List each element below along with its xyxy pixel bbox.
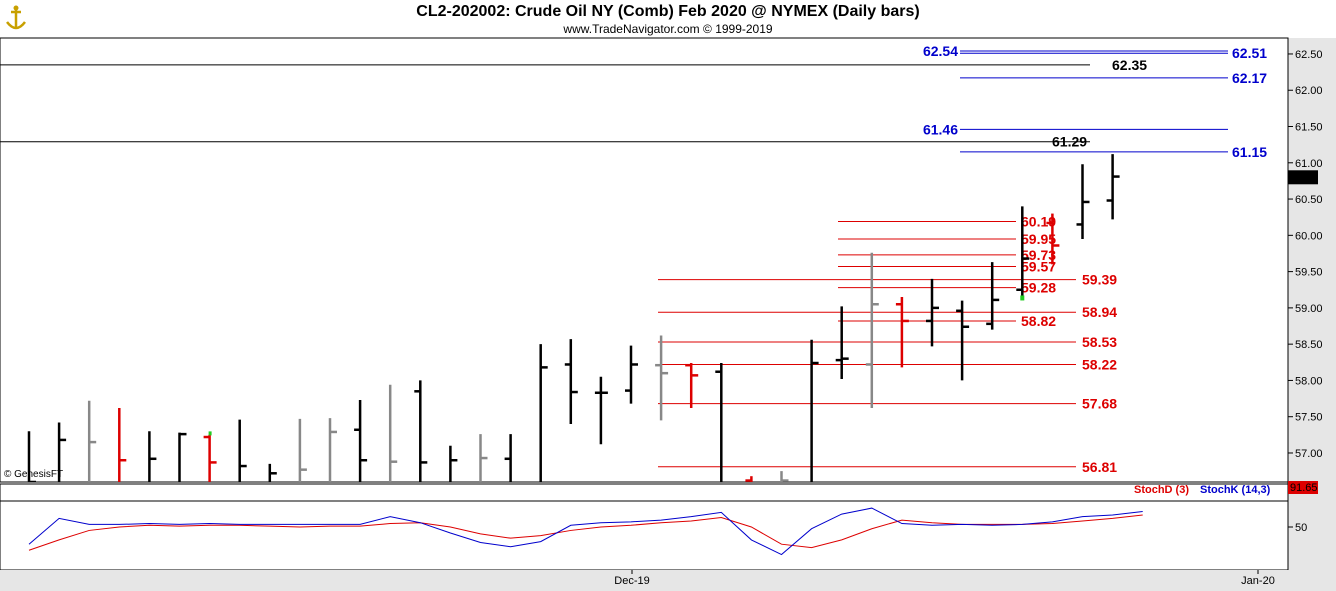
x-tick-label: Dec-19: [614, 575, 649, 587]
ohlc-bar: [87, 400, 97, 482]
level-label: 61.29: [1052, 134, 1087, 150]
y-tick-label: 61.50: [1295, 122, 1323, 134]
current-price-label: 60.80: [1290, 172, 1318, 184]
level-label: 61.15: [1232, 144, 1267, 160]
ohlc-bar: [504, 434, 512, 482]
ohlc-bar: [539, 344, 548, 482]
ohlc-bar: [835, 306, 849, 379]
ohlc-bar: [745, 476, 753, 482]
ohlc-bar: [27, 431, 36, 482]
ohlc-bar: [388, 384, 398, 482]
stochk-line: [28, 507, 1143, 556]
y-tick-label: 59.50: [1295, 267, 1323, 279]
ohlc-bar: [1106, 154, 1120, 220]
ohlc-bar: [594, 376, 608, 445]
level-label: 62.17: [1232, 70, 1267, 86]
ohlc-bar: [715, 363, 723, 482]
y-tick-label: 60.50: [1295, 194, 1323, 206]
x-axis: Dec-19 Jan-20: [614, 570, 1275, 587]
y-tick-label: 62.00: [1295, 85, 1323, 97]
ohlc-bar: [1076, 164, 1090, 239]
level-label: 58.82: [1021, 313, 1056, 329]
level-label: 56.81: [1082, 459, 1117, 475]
stochd-legend: StochD (3): [1134, 484, 1189, 496]
x-axis-background: [0, 570, 1336, 591]
ohlc-bar: [865, 252, 879, 408]
level-label: 59.39: [1082, 272, 1117, 288]
stoch-value-box: [1288, 481, 1318, 494]
ohlc-bar: [1016, 206, 1030, 299]
ohlc-bar: [354, 400, 368, 482]
level-label: 59.73: [1021, 247, 1056, 263]
ohlc-bar: [118, 408, 127, 482]
ohlc-bar: [238, 419, 247, 482]
y-tick-label: 57.00: [1295, 448, 1323, 460]
y-tick-label: 60.00: [1295, 230, 1323, 242]
ohlc-bar: [895, 297, 909, 368]
level-label: 58.53: [1082, 334, 1117, 350]
level-label: 62.54: [923, 43, 958, 59]
anchor-logo-icon: [6, 5, 26, 30]
ohlc-bar: [926, 278, 939, 347]
ohlc-bar: [414, 380, 428, 482]
x-tick-label: Jan-20: [1241, 575, 1275, 587]
level-label: 58.94: [1082, 304, 1117, 320]
ohlc-bar: [57, 422, 67, 482]
ohlc-bar: [203, 434, 217, 482]
signal-mark: [1020, 295, 1025, 301]
ohlc-bar: [810, 339, 819, 482]
ohlc-bar: [479, 434, 488, 482]
watermark: © GenesisFT: [4, 469, 64, 480]
ohlc-bar: [780, 471, 789, 482]
level-label: 57.68: [1082, 396, 1117, 412]
level-label: 62.51: [1232, 45, 1267, 61]
stoch-tick-label: 50: [1295, 522, 1307, 534]
ohlc-bar: [625, 345, 638, 404]
y-tick-label: 58.50: [1295, 339, 1323, 351]
stochk-legend: StochK (14,3): [1200, 484, 1271, 496]
ohlc-bar: [449, 445, 458, 482]
price-bars: [27, 154, 1120, 482]
level-label: 61.46: [923, 121, 958, 137]
ohlc-bar: [298, 418, 307, 482]
current-price-box: [1288, 170, 1318, 185]
y-axis: 62.50 62.00 61.50 61.00 60.50 60.00 59.50 59.00…: [1288, 49, 1323, 460]
ohlc-bar: [268, 463, 277, 482]
ohlc-bar: [655, 335, 669, 421]
y-tick-label: 58.00: [1295, 375, 1323, 387]
level-label: 59.28: [1021, 280, 1056, 296]
ohlc-bar: [178, 432, 187, 482]
chart-header: CL2-202002: Crude Oil NY (Comb) Feb 2020…: [0, 0, 1336, 38]
level-label: 59.57: [1021, 259, 1056, 275]
ohlc-bar: [564, 339, 578, 424]
chart-subtitle: www.TradeNavigator.com © 1999-2019: [563, 22, 773, 36]
y-tick-label: 59.00: [1295, 303, 1323, 315]
stochastic-panel: StochD (3) StochK (14,3) 91.65 50: [0, 481, 1318, 556]
signal-mark: [208, 431, 212, 436]
stoch-plot-area: [0, 483, 1289, 571]
ohlc-bar: [1046, 213, 1060, 265]
ohlc-bar: [986, 262, 1000, 330]
level-label: 60.19: [1021, 214, 1056, 230]
level-label: 62.35: [1112, 57, 1147, 73]
ohlc-bar: [328, 418, 337, 482]
chart-title: CL2-202002: Crude Oil NY (Comb) Feb 2020…: [416, 3, 920, 20]
ohlc-bar: [956, 300, 970, 381]
ohlc-bar: [148, 431, 157, 482]
level-label: 58.22: [1082, 356, 1117, 372]
price-levels: 62.54 62.51 62.35 62.17 61.46 61.29 61.15 60.19…: [0, 43, 1267, 475]
price-plot-area: [0, 37, 1289, 483]
stoch-value-label: 91.65: [1290, 482, 1318, 494]
chart-frame: [0, 37, 1336, 591]
ohlc-bar: [685, 363, 699, 408]
y-tick-label: 57.50: [1295, 412, 1323, 424]
level-label: 59.95: [1021, 231, 1056, 247]
y-tick-label: 62.50: [1295, 49, 1323, 61]
y-tick-label: 61.00: [1295, 158, 1323, 170]
